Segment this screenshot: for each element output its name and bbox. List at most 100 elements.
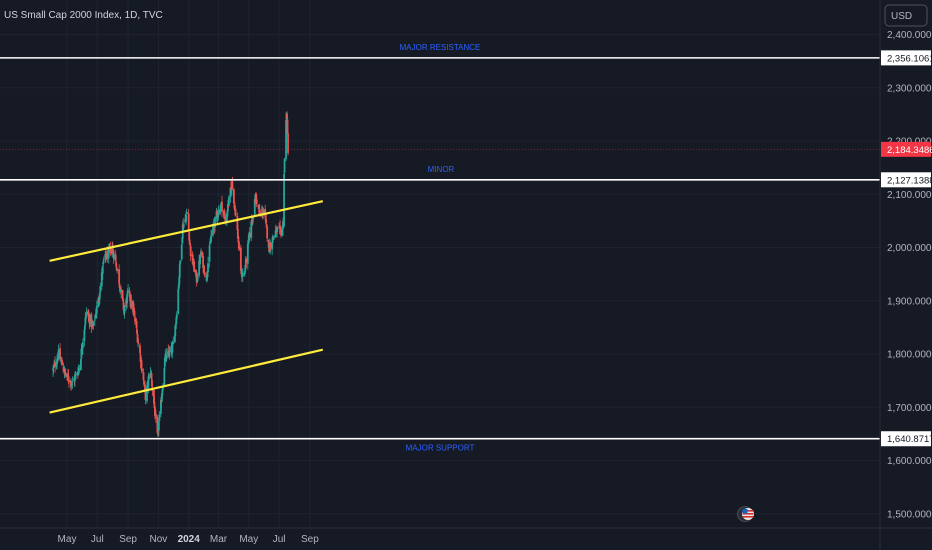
current-price-text: 2,184.3486 [887, 145, 932, 156]
candle-body [237, 242, 240, 249]
candle-body [52, 368, 54, 371]
candle-body [177, 288, 180, 314]
candle-body [161, 385, 164, 390]
candle-body [287, 133, 289, 154]
candle-body [254, 194, 257, 204]
candle-body [150, 372, 153, 379]
x-tick-label: Nov [149, 534, 167, 545]
candle-body [248, 232, 251, 238]
candle-body [191, 254, 194, 264]
grid [0, 0, 880, 528]
candle-body [229, 188, 232, 198]
candle-body [189, 242, 192, 246]
candle-body [203, 273, 206, 276]
candle-body [156, 417, 159, 433]
x-tick-label: Jul [91, 534, 104, 545]
candle-body [199, 254, 202, 257]
candle-body [119, 287, 122, 292]
candle-body [74, 375, 76, 382]
candle-body [226, 211, 229, 214]
candle-body [54, 361, 56, 367]
x-tick-label: Sep [301, 534, 319, 545]
candle-body [149, 372, 152, 376]
flag-us-icon[interactable] [737, 506, 755, 522]
time-axis[interactable]: May Jul Sep Nov 2024 Mar May Jul Sep [58, 534, 320, 545]
candle-body [75, 373, 77, 375]
candle-body [67, 374, 69, 377]
candle-body [126, 290, 129, 295]
candle-body [271, 243, 274, 250]
x-tick-label: May [58, 534, 77, 545]
candle-body [259, 211, 262, 215]
candle-body [88, 315, 91, 325]
candle-body [81, 341, 84, 349]
candle-body [59, 358, 62, 360]
candle-body [74, 374, 77, 378]
candle-body [237, 239, 240, 243]
candle-body [128, 290, 131, 294]
y-tick-label: 1,700.0000 [887, 403, 932, 414]
candle-body [113, 254, 116, 260]
x-tick-label: 2024 [178, 534, 201, 545]
candle-body [238, 247, 241, 249]
candle-body [255, 199, 258, 205]
candle-body [157, 421, 160, 431]
candle-body [251, 218, 254, 226]
candle-body [155, 414, 157, 418]
candle-body [177, 284, 180, 289]
candle-body [205, 275, 207, 278]
candle-body [279, 227, 282, 230]
candle-body [203, 265, 205, 274]
candle-body [246, 243, 249, 264]
current-price-tag [881, 141, 931, 157]
y-tick-label: 1,500.0000 [887, 509, 932, 520]
candle-body [227, 203, 229, 212]
candle-body [107, 248, 110, 259]
candle-body [115, 262, 118, 267]
channel-lower[interactable] [49, 348, 324, 414]
flag-stripe [742, 516, 754, 518]
candle-body [171, 345, 174, 346]
candle-body [143, 381, 145, 385]
candle-body [198, 260, 201, 276]
candle-body [187, 213, 190, 231]
candle-body [148, 375, 150, 379]
candle-body [68, 380, 70, 383]
candle-body [118, 269, 121, 284]
candle-body [116, 269, 119, 271]
candle-body [84, 312, 87, 320]
candle-body [262, 210, 265, 214]
currency-selector[interactable]: USD [884, 4, 928, 27]
candle-body [214, 216, 216, 228]
candle-body [207, 263, 209, 273]
candle-body [118, 283, 121, 287]
candle-body [243, 270, 246, 274]
channel-upper[interactable] [49, 200, 324, 262]
y-tick-label: 1,600.0000 [887, 456, 932, 467]
candle-body [175, 314, 178, 319]
candle-body [122, 298, 125, 302]
channel-lines [49, 200, 324, 414]
candle-body [210, 236, 212, 242]
candle-body [178, 264, 181, 278]
candle-body [175, 317, 178, 325]
y-tick-label: 2,100.0000 [887, 190, 932, 201]
candle-body [122, 302, 125, 311]
candle-body [137, 343, 140, 345]
candle-body [165, 354, 168, 361]
candle-body [266, 226, 269, 239]
candle-body [60, 360, 62, 362]
candle-body [185, 215, 188, 221]
candle-body [212, 225, 214, 235]
candle-body [106, 251, 109, 260]
candle-body [80, 348, 83, 359]
candle-body [95, 312, 98, 315]
candle-body [140, 360, 143, 370]
candle-body [56, 357, 59, 361]
candle-body [286, 113, 288, 119]
candle-body [153, 389, 155, 404]
candle-body [186, 212, 189, 214]
candle-body [86, 312, 89, 315]
